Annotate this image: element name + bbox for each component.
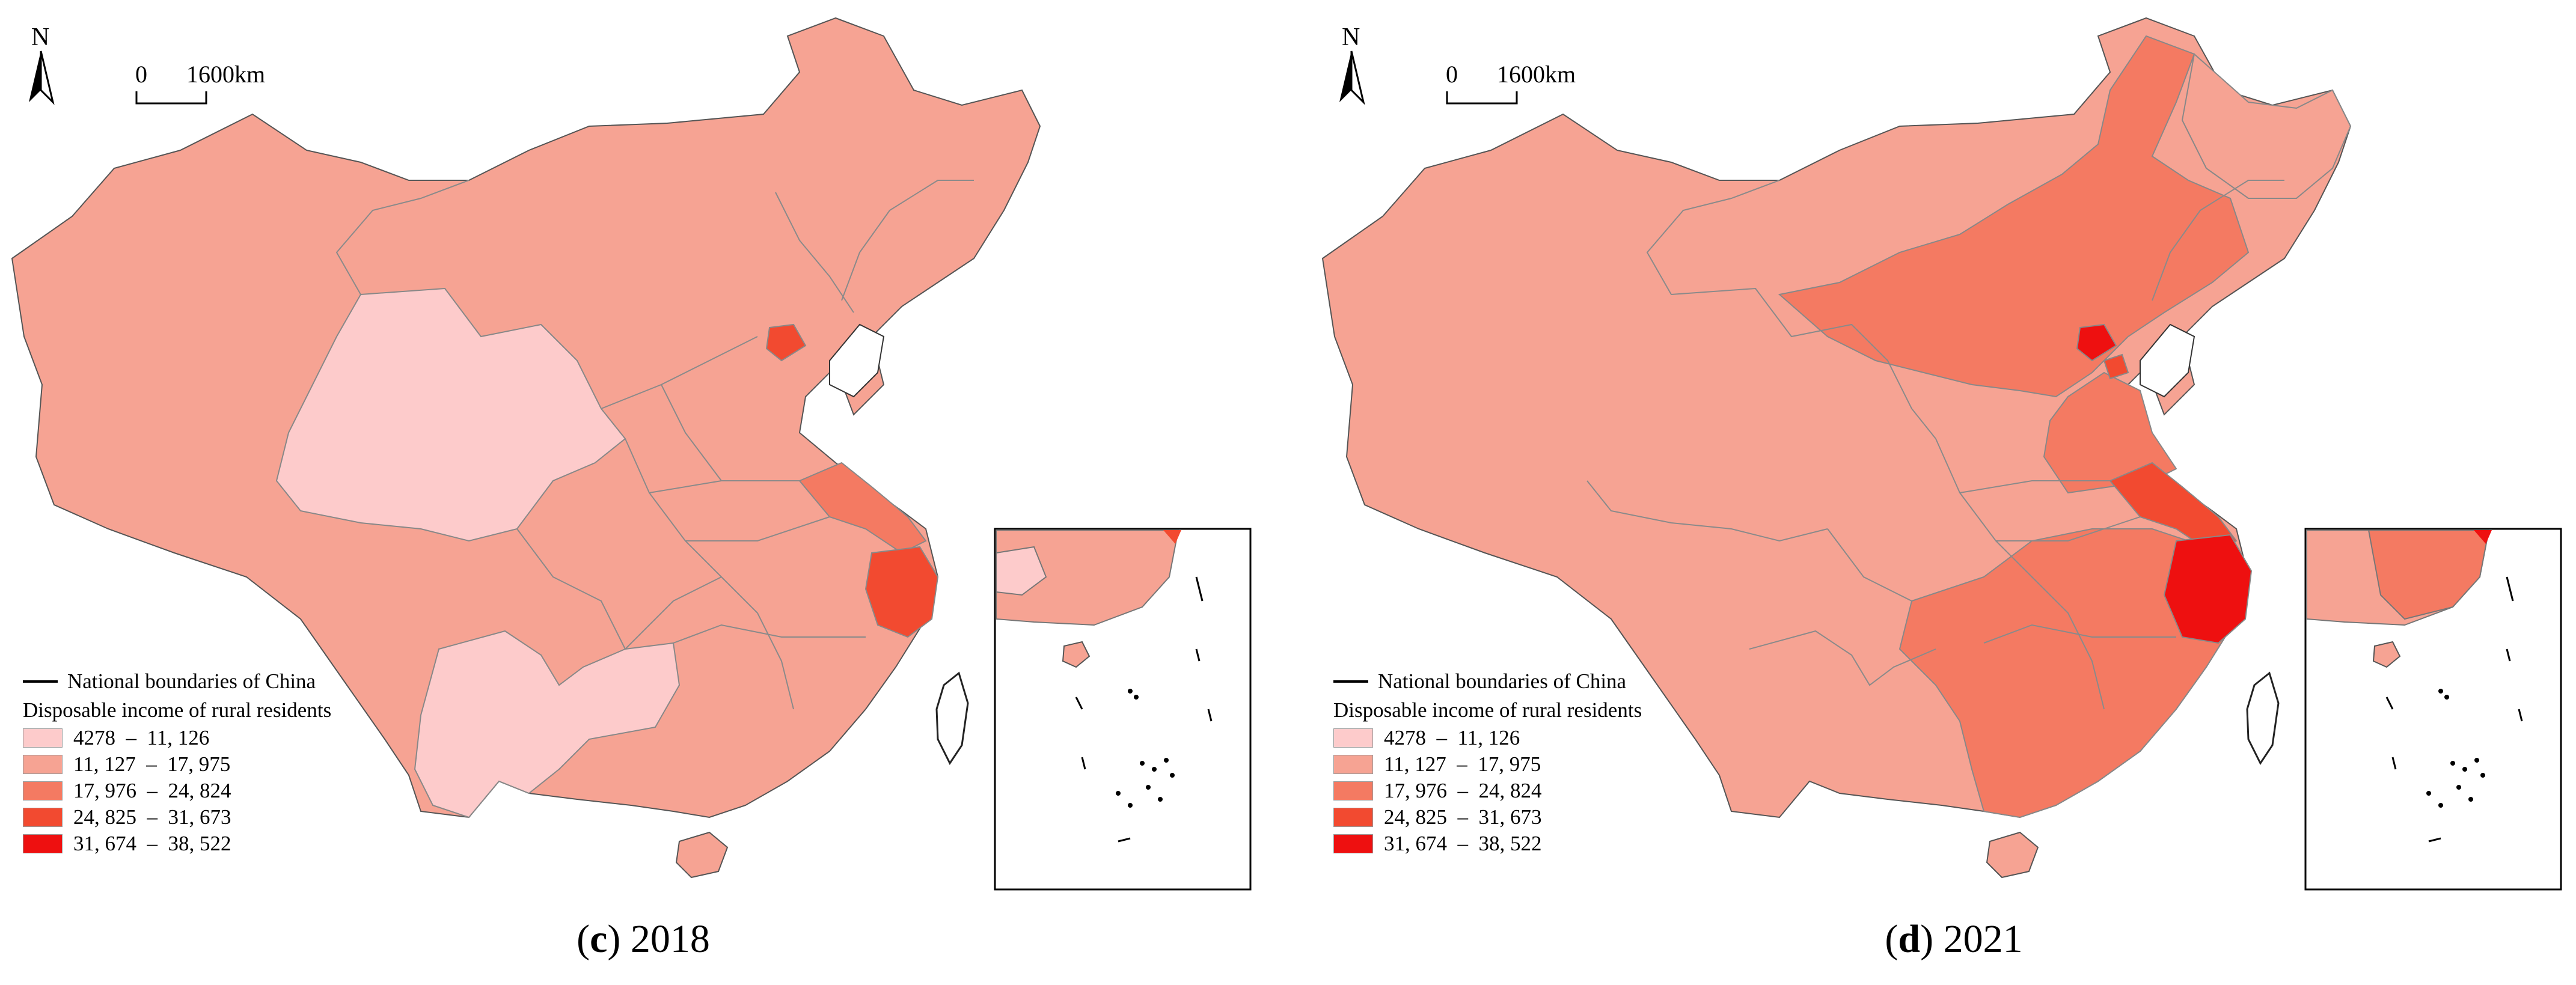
region-hainan [1986, 831, 2039, 879]
south-china-sea-inset [2304, 528, 2562, 891]
bohai-sea [829, 323, 885, 398]
scale-zero: 0 [1446, 61, 1458, 88]
north-label: N [1342, 23, 1360, 51]
legend-label: 11, 127 – 17, 975 [1384, 752, 1541, 776]
scale-zero: 0 [135, 61, 147, 88]
region-beijing [2076, 323, 2117, 362]
region-jiangsu [798, 462, 927, 554]
caption-letter: c [590, 917, 608, 961]
legend-title: Disposable income of rural residents [23, 698, 332, 722]
legend-title: Disposable income of rural residents [1333, 698, 1642, 722]
legend-boundary-label: National boundaries of China [1378, 669, 1627, 693]
scale-line-icon [135, 91, 207, 105]
legend-item: 17, 976 – 24, 824 [23, 778, 331, 804]
region-taiwan [935, 671, 969, 765]
legend-label: 24, 825 – 31, 673 [73, 805, 231, 829]
legend-label: 4278 – 11, 126 [73, 726, 210, 749]
legend-item: 31, 674 – 38, 522 [1333, 831, 1642, 857]
legend-item: 11, 127 – 17, 975 [1333, 751, 1642, 778]
legend-swatch [1333, 755, 1373, 774]
caption-year: 2018 [630, 917, 710, 961]
legend-swatch [1333, 781, 1373, 801]
scale-distance: 1600km [1497, 61, 1576, 88]
region-zhejiang [2163, 534, 2253, 644]
bohai-sea [2140, 323, 2195, 398]
region-inner-mongolia [1778, 35, 2250, 398]
legend-label: 17, 976 – 24, 824 [1384, 779, 1542, 802]
south-china-sea-inset [994, 528, 1252, 891]
legend-label: 17, 976 – 24, 824 [73, 779, 231, 802]
legend-swatch [23, 808, 63, 827]
north-arrow-icon [1339, 50, 1365, 105]
legend-label: 24, 825 – 31, 673 [1384, 805, 1542, 829]
province-borders [335, 180, 974, 710]
legend-item: 4278 – 11, 126 [1333, 725, 1642, 751]
map-panel-2021: N 0 1600km National boundaries of China … [1311, 0, 2576, 985]
scale-distance: 1600km [186, 61, 266, 88]
legend-boundary: National boundaries of China [1333, 667, 1642, 696]
boundary-line-icon [1333, 680, 1368, 683]
legend: National boundaries of China Disposable … [1333, 667, 1642, 857]
map-panel-2018: N 0 1600km National boundaries of China … [0, 0, 1286, 985]
legend-swatch [1333, 834, 1373, 853]
legend-item: 24, 825 – 31, 673 [23, 804, 331, 831]
region-hainan [675, 831, 729, 879]
region-taiwan [2246, 671, 2280, 765]
legend: National boundaries of China Disposable … [23, 667, 331, 857]
caption-year: 2021 [1943, 917, 2023, 961]
boundary-line-icon [23, 680, 58, 683]
province-borders [1586, 180, 2284, 710]
legend-swatch [1333, 728, 1373, 748]
region-tianjin [2103, 353, 2129, 380]
region-yunnan [414, 630, 681, 819]
region-heilongjiang [2181, 53, 2352, 199]
caption-2018: (c) 2018 [577, 917, 710, 961]
legend-item: 11, 127 – 17, 975 [23, 751, 331, 778]
legend-swatch [23, 755, 63, 774]
legend-swatch [23, 781, 63, 801]
legend-item: 17, 976 – 24, 824 [1333, 778, 1642, 804]
china-map-2021 [1321, 17, 2562, 891]
china-map-2018 [11, 17, 1252, 891]
region-south-central [1898, 528, 2238, 819]
region-jiangsu [2109, 462, 2238, 554]
scale-line-icon [1446, 91, 1518, 105]
legend-label: 31, 674 – 38, 522 [73, 832, 231, 855]
legend-item: 4278 – 11, 126 [23, 725, 331, 751]
legend-item: 24, 825 – 31, 673 [1333, 804, 1642, 831]
north-arrow-icon [29, 50, 55, 105]
caption-2021: (d) 2021 [1885, 917, 2023, 961]
caption-letter: d [1898, 917, 1921, 961]
legend-boundary: National boundaries of China [23, 667, 331, 696]
legend-label: 31, 674 – 38, 522 [1384, 832, 1542, 855]
north-label: N [31, 23, 50, 51]
legend-swatch [23, 834, 63, 853]
legend-label: 4278 – 11, 126 [1384, 726, 1520, 749]
legend-item: 31, 674 – 38, 522 [23, 831, 331, 857]
legend-swatch [23, 728, 63, 748]
legend-boundary-label: National boundaries of China [67, 669, 316, 693]
region-beijing [765, 323, 807, 362]
region-zhejiang [864, 546, 939, 638]
legend-swatch [1333, 808, 1373, 827]
legend-label: 11, 127 – 17, 975 [73, 752, 231, 776]
